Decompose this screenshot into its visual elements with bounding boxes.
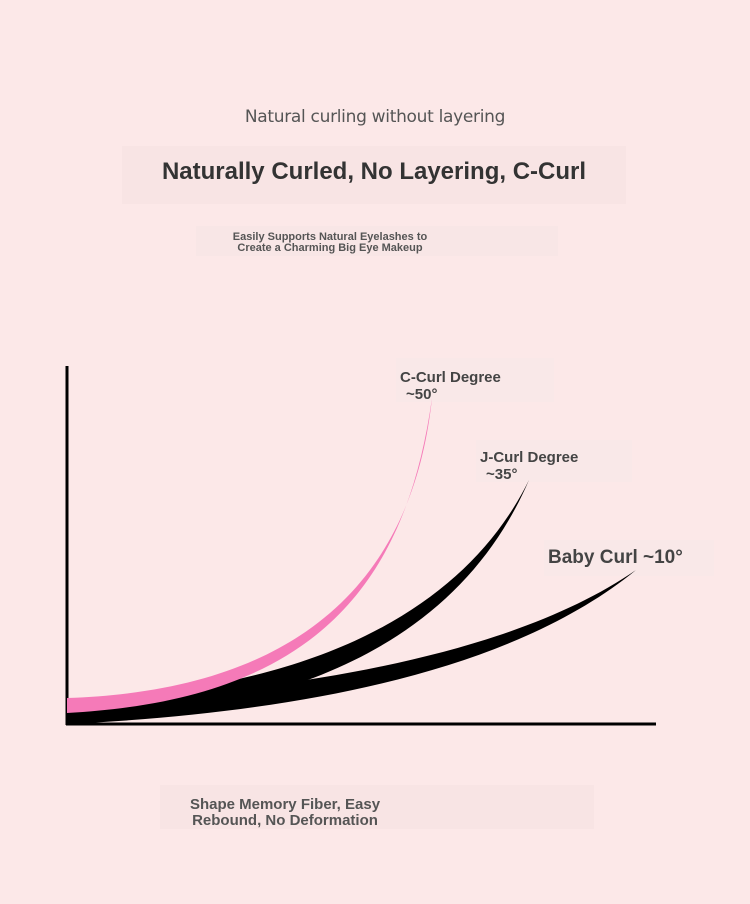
j-curl-label: J-Curl Degree ~35°: [480, 449, 578, 483]
c-curl-degree: ~50°: [406, 386, 438, 403]
c-curl-lash: [67, 398, 432, 713]
footer-background: [160, 785, 594, 829]
j-curl-label-background: [476, 440, 632, 482]
footer-line-1: Shape Memory Fiber, Easy: [189, 796, 381, 813]
j-curl-degree: ~35°: [486, 466, 518, 483]
baby-curl-label: Baby Curl ~10°: [548, 547, 683, 568]
c-curl-label: C-Curl Degree ~50°: [400, 369, 501, 403]
title-background: [122, 146, 626, 204]
footer-line-2: Rebound, No Deformation: [192, 812, 378, 829]
subtitle: Natural curling without layering: [244, 107, 506, 127]
description-line-1: Easily Supports Natural Eyelashes to: [232, 231, 428, 243]
footer-caption: Shape Memory Fiber, Easy Rebound, No Def…: [160, 797, 410, 829]
c-curl-name: C-Curl Degree: [400, 369, 501, 386]
j-curl-name: J-Curl Degree: [480, 449, 579, 466]
description: Easily Supports Natural Eyelashes to Cre…: [200, 232, 460, 254]
baby-curl-label-background: [544, 540, 714, 576]
c-curl-label-background: [396, 358, 554, 402]
page-title: Naturally Curled, No Layering, C-Curl: [161, 158, 587, 185]
description-line-2: Create a Charming Big Eye Makeup: [237, 242, 423, 254]
description-background: [196, 226, 558, 256]
